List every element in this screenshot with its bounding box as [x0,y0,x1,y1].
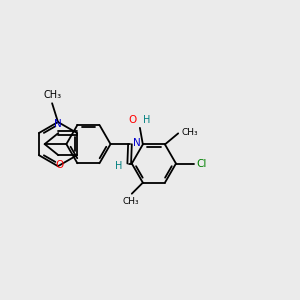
Text: N: N [133,138,141,148]
Text: N: N [55,119,62,129]
Text: CH₃: CH₃ [122,197,139,206]
Text: O: O [56,160,64,170]
Text: CH₃: CH₃ [43,90,61,100]
Text: H: H [115,161,123,171]
Text: O: O [129,115,137,125]
Text: H: H [143,115,150,125]
Text: CH₃: CH₃ [182,128,199,137]
Text: Cl: Cl [196,158,207,169]
